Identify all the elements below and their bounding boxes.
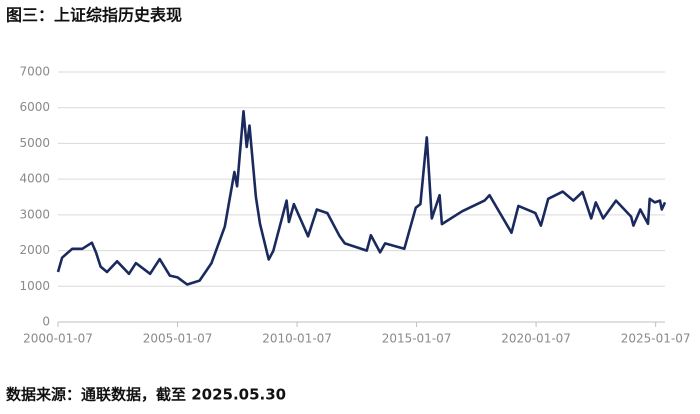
x-tick-label: 2010-01-07	[262, 332, 332, 346]
x-tick-label: 2005-01-07	[143, 332, 213, 346]
chart-title: 图三：上证综指历史表现	[6, 6, 182, 25]
y-tick-label: 2000	[19, 243, 50, 257]
y-tick-label: 0	[42, 315, 50, 329]
y-tick-label: 7000	[19, 65, 50, 79]
y-tick-label: 4000	[19, 172, 50, 186]
source-note: 数据来源：通联数据，截至 2025.05.30	[6, 386, 286, 404]
y-tick-label: 5000	[19, 136, 50, 150]
x-tick-label: 2025-01-07	[621, 332, 691, 346]
y-tick-label: 6000	[19, 100, 50, 114]
index-line	[56, 110, 667, 286]
x-tick-label: 2015-01-07	[382, 332, 452, 346]
y-tick-label: 1000	[19, 279, 50, 293]
x-tick-label: 2000-01-07	[23, 332, 93, 346]
y-tick-label: 3000	[19, 207, 50, 221]
x-tick-label: 2020-01-07	[501, 332, 571, 346]
